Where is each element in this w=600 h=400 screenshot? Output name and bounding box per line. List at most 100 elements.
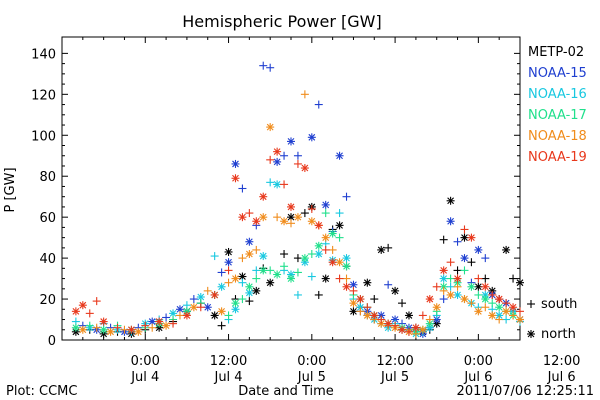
south-marker	[314, 100, 323, 109]
north-marker	[321, 274, 330, 283]
north-marker	[460, 233, 469, 242]
south-marker	[266, 266, 275, 275]
south-marker	[266, 63, 275, 72]
south-marker	[217, 321, 226, 330]
north-marker	[446, 196, 455, 205]
north-marker	[384, 319, 393, 328]
north-marker	[238, 213, 247, 222]
south-marker	[280, 262, 289, 271]
north-marker	[335, 258, 344, 267]
south-marker	[92, 323, 101, 332]
south-marker	[439, 295, 448, 304]
south-marker	[245, 209, 254, 218]
north-marker	[314, 241, 323, 250]
series-noaa-19	[71, 147, 524, 336]
south-marker	[148, 323, 157, 332]
south-marker	[509, 311, 518, 320]
south-marker	[460, 225, 469, 234]
marker-legend-label: south	[541, 297, 577, 312]
north-marker	[300, 254, 309, 263]
y-tick-label: 40	[39, 252, 56, 267]
north-marker	[155, 317, 164, 326]
south-marker	[189, 295, 198, 304]
south-marker	[293, 151, 302, 160]
north-marker	[245, 250, 254, 259]
north-marker	[287, 137, 295, 146]
south-marker	[85, 321, 94, 330]
north-marker	[127, 325, 136, 334]
south-marker	[266, 155, 275, 164]
south-marker	[321, 209, 330, 218]
north-marker	[404, 311, 413, 320]
north-marker	[266, 278, 275, 287]
legend: METP-02 NOAA-15 NOAA-16 NOAA-17 NOAA-18 NOAA-…	[528, 45, 587, 165]
south-marker	[391, 321, 400, 330]
legend-item-noaa-15: NOAA-15	[528, 66, 587, 81]
legend-item-noaa-18: NOAA-18	[528, 129, 587, 144]
north-marker	[335, 151, 344, 160]
north-marker	[432, 303, 441, 312]
north-marker	[307, 133, 316, 142]
south-marker	[446, 274, 455, 283]
north-marker	[252, 286, 261, 295]
north-marker	[273, 147, 282, 156]
north-marker	[453, 274, 462, 283]
x-axis-label: Date and Time	[238, 384, 334, 399]
south-marker	[314, 290, 323, 299]
north-marker	[148, 317, 157, 326]
north-marker	[273, 270, 282, 279]
north-marker	[377, 245, 386, 254]
x-tick-date-label: Jul 4	[213, 370, 242, 385]
x-tick-date-label: Jul 5	[297, 370, 326, 385]
north-marker	[446, 290, 455, 299]
south-marker	[252, 274, 261, 283]
south-marker	[224, 311, 233, 320]
south-marker	[474, 274, 483, 283]
north-marker	[217, 282, 226, 291]
north-marker	[182, 311, 191, 320]
south-marker	[85, 309, 94, 318]
marker-legend-symbol	[527, 300, 535, 308]
x-tick-time-label: 12:00	[376, 354, 413, 369]
south-marker	[370, 295, 379, 304]
south-marker	[481, 254, 490, 263]
south-marker	[92, 297, 101, 306]
x-tick-time-label: 0:00	[131, 354, 160, 369]
north-marker	[363, 311, 372, 320]
north-marker	[231, 299, 240, 308]
footer-left: Plot: CCMC	[6, 384, 77, 399]
north-marker	[467, 233, 476, 242]
north-marker	[488, 311, 497, 320]
north-marker	[349, 307, 358, 316]
north-marker	[391, 286, 400, 295]
north-marker	[259, 213, 268, 222]
south-marker	[273, 213, 282, 222]
x-tick-date-label: Jul 6	[463, 370, 492, 385]
x-tick-time-label: 0:00	[464, 354, 493, 369]
south-marker	[488, 290, 497, 299]
north-marker	[411, 323, 420, 332]
north-marker	[495, 295, 504, 304]
south-marker	[404, 327, 413, 336]
south-marker	[238, 295, 247, 304]
south-marker	[210, 252, 219, 261]
south-marker	[453, 237, 462, 246]
south-marker	[398, 299, 407, 308]
south-marker	[502, 315, 511, 324]
south-marker	[495, 315, 504, 324]
y-tick-label: 60	[39, 211, 56, 226]
south-marker	[280, 250, 289, 259]
north-marker	[460, 254, 469, 263]
north-marker	[134, 327, 143, 336]
south-marker	[321, 245, 330, 254]
north-marker	[370, 311, 379, 320]
north-marker	[467, 282, 476, 291]
north-marker	[203, 303, 212, 312]
north-marker	[446, 217, 455, 226]
south-marker	[439, 286, 448, 295]
north-marker	[342, 282, 351, 291]
north-marker	[106, 327, 115, 336]
south-marker	[335, 274, 344, 283]
north-marker	[71, 323, 80, 332]
